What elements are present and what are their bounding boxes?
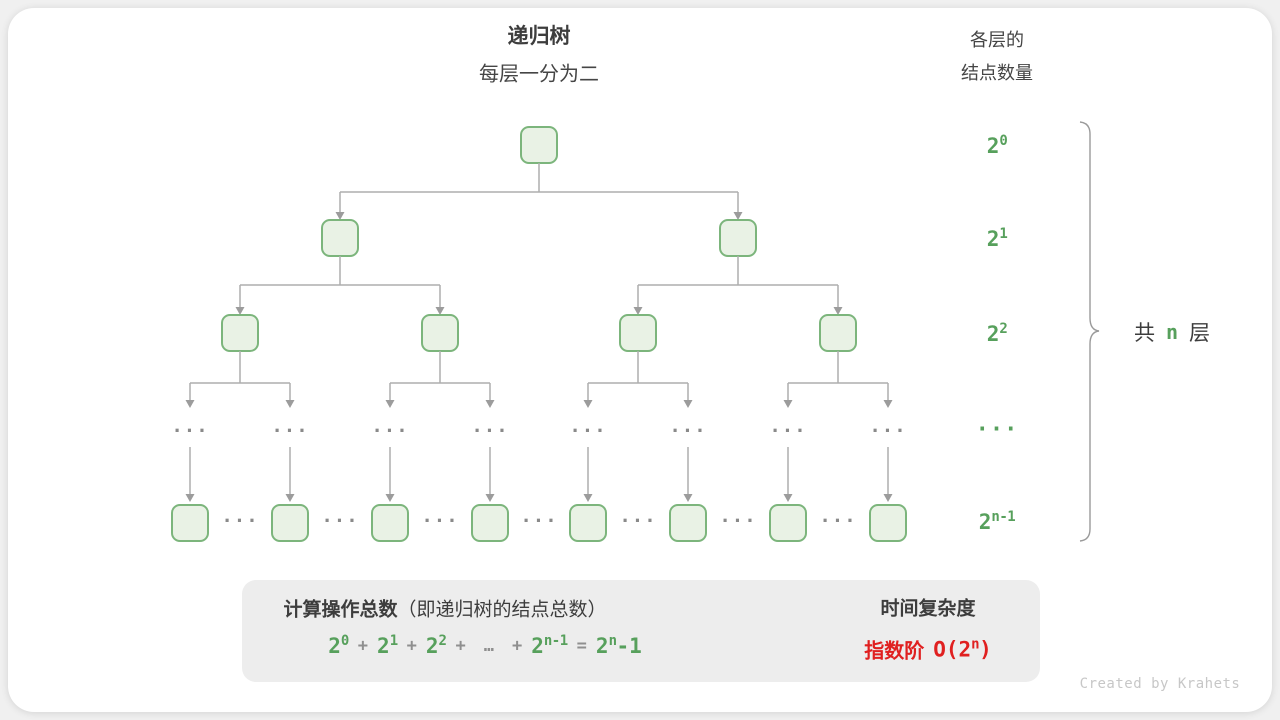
tree-node xyxy=(421,314,459,352)
time-complexity-title: 时间复杂度 xyxy=(880,598,976,620)
arrowhead-icon xyxy=(335,212,345,220)
operations-total-title: 计算操作总数（即递归树的结点总数） xyxy=(283,599,607,621)
levels-brace xyxy=(1079,121,1100,542)
tree-node xyxy=(719,219,757,257)
tree-node xyxy=(471,504,509,542)
tree-node xyxy=(819,314,857,352)
tree-node xyxy=(619,314,657,352)
arrowhead-icon xyxy=(733,212,743,220)
level-count-label-1: 21 xyxy=(986,226,1008,251)
right-header-line2: 结点数量 xyxy=(961,63,1033,83)
tree-node xyxy=(321,219,359,257)
ellipsis-dots: ··· xyxy=(569,420,607,442)
figure-title: 递归树 xyxy=(507,25,571,48)
ellipsis-dots: ··· xyxy=(271,420,309,442)
arrowhead-icon xyxy=(683,494,693,502)
tree-node xyxy=(669,504,707,542)
arrowhead-icon xyxy=(485,494,495,502)
arrowhead-icon xyxy=(485,400,495,408)
level-count-label-last: 2n-1 xyxy=(978,509,1016,534)
tree-node xyxy=(520,126,558,164)
ellipsis-dots: ··· xyxy=(421,510,459,532)
arrowhead-icon xyxy=(185,400,195,408)
tree-node xyxy=(869,504,907,542)
ellipsis-dots: ··· xyxy=(520,510,558,532)
arrowhead-icon xyxy=(435,307,445,315)
ellipsis-dots: ··· xyxy=(869,420,907,442)
tree-node xyxy=(221,314,259,352)
arrowhead-icon xyxy=(883,400,893,408)
tree-node xyxy=(271,504,309,542)
arrowhead-icon xyxy=(385,494,395,502)
time-complexity-value: 指数阶 O(2n) xyxy=(864,636,992,663)
watermark: Created by Krahets xyxy=(1079,676,1241,692)
arrowhead-icon xyxy=(583,400,593,408)
tree-node xyxy=(769,504,807,542)
ellipsis-dots: ··· xyxy=(321,510,359,532)
ellipsis-dots: ··· xyxy=(221,510,259,532)
arrowhead-icon xyxy=(285,400,295,408)
summary-box: 计算操作总数（即递归树的结点总数） 20 + 21 + 22 + … + 2n-… xyxy=(242,580,1040,682)
figure-subtitle: 每层一分为二 xyxy=(479,63,599,86)
arrowhead-icon xyxy=(185,494,195,502)
tree-node xyxy=(171,504,209,542)
tree-node xyxy=(371,504,409,542)
level-count-label-2: 22 xyxy=(986,321,1008,346)
arrowhead-icon xyxy=(583,494,593,502)
arrowhead-icon xyxy=(883,494,893,502)
ellipsis-dots: ··· xyxy=(619,510,657,532)
right-header-line1: 各层的 xyxy=(970,30,1024,50)
arrowhead-icon xyxy=(783,494,793,502)
ellipsis-dots: ··· xyxy=(171,420,209,442)
arrowhead-icon xyxy=(285,494,295,502)
arrowhead-icon xyxy=(833,307,843,315)
arrowhead-icon xyxy=(683,400,693,408)
tree-node xyxy=(569,504,607,542)
ellipsis-dots: ··· xyxy=(719,510,757,532)
level-count-label-0: 20 xyxy=(986,133,1008,158)
ellipsis-dots: ··· xyxy=(371,420,409,442)
arrowhead-icon xyxy=(633,307,643,315)
arrowhead-icon xyxy=(235,307,245,315)
ellipsis-dots: ··· xyxy=(819,510,857,532)
node-sum-formula: 20 + 21 + 22 + … + 2n-1 = 2n-1 xyxy=(328,633,642,658)
level-count-label-ellipsis: ··· xyxy=(975,417,1019,443)
ellipsis-dots: ··· xyxy=(769,420,807,442)
ellipsis-dots: ··· xyxy=(669,420,707,442)
ellipsis-dots: ··· xyxy=(471,420,509,442)
arrowhead-icon xyxy=(783,400,793,408)
arrowhead-icon xyxy=(385,400,395,408)
